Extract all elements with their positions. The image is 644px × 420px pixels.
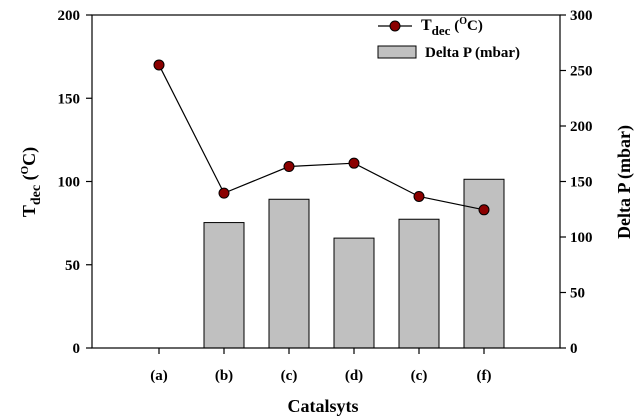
x-tick-label: (d) [345, 368, 363, 384]
x-tick-label: (f) [477, 368, 492, 384]
x-tick-label: (c) [281, 368, 298, 384]
tdec-point-4 [414, 191, 424, 201]
tdec-point-0 [154, 60, 164, 70]
line-layer [154, 60, 489, 215]
legend-tdec-open: ( [450, 18, 459, 34]
tdec-line [159, 65, 484, 210]
y-left-title-open: ( [19, 174, 40, 185]
bar-4 [399, 219, 439, 348]
bar-1 [204, 223, 244, 348]
y-left-tick-label: 150 [58, 91, 81, 107]
y-right-tick-label: 300 [570, 8, 593, 24]
y-left-tick-label: 0 [73, 341, 81, 357]
legend-tdec-close: C) [467, 18, 483, 34]
y-right-tick-label: 250 [570, 64, 593, 80]
y-right-axis-title: Delta P (mbar) [614, 125, 635, 239]
x-tick-label: (b) [215, 368, 233, 384]
y-right-tick-label: 150 [570, 175, 593, 191]
y-left-title-close: C) [19, 147, 40, 166]
x-tick-label: (c) [411, 368, 428, 384]
legend-tdec-main: T [421, 17, 432, 34]
tdec-point-3 [349, 158, 359, 168]
y-right-axis-title-text: Delta P (mbar) [614, 125, 635, 239]
legend: Tdec (OC) Delta P (mbar) [378, 16, 520, 61]
tdec-point-2 [284, 162, 294, 172]
legend-label-deltap: Delta P (mbar) [425, 45, 520, 61]
y-left-tick-label: 100 [58, 175, 81, 191]
x-tick-label: (a) [150, 368, 168, 384]
y-left-axis-title: Tdec (OC) [19, 147, 44, 217]
legend-tdec-sub: dec [432, 23, 451, 38]
tdec-point-5 [479, 205, 489, 215]
legend-bar-swatch [378, 46, 416, 58]
legend-label-tdec: Tdec (OC) [421, 16, 483, 38]
y-right-tick-label: 0 [570, 341, 578, 357]
legend-marker-swatch [390, 21, 400, 31]
y-right-tick-label: 200 [570, 119, 593, 135]
tdec-point-1 [219, 188, 229, 198]
y-left-title-sub: dec [29, 185, 44, 205]
bar-2 [269, 199, 309, 348]
bar-3 [334, 238, 374, 348]
y-left-axis-title-text: Tdec (OC) [19, 147, 44, 217]
ticks-layer: 0 50 100 150 200 0 50 100 150 200 250 300 (a) (b) (c) (… [58, 8, 593, 384]
y-left-tick-label: 200 [58, 8, 81, 24]
x-axis-title: Catalsyts [288, 396, 359, 416]
y-left-title-main: T [19, 205, 39, 217]
y-left-tick-label: 50 [65, 258, 80, 274]
y-right-tick-label: 50 [570, 286, 585, 302]
y-right-tick-label: 100 [570, 230, 593, 246]
